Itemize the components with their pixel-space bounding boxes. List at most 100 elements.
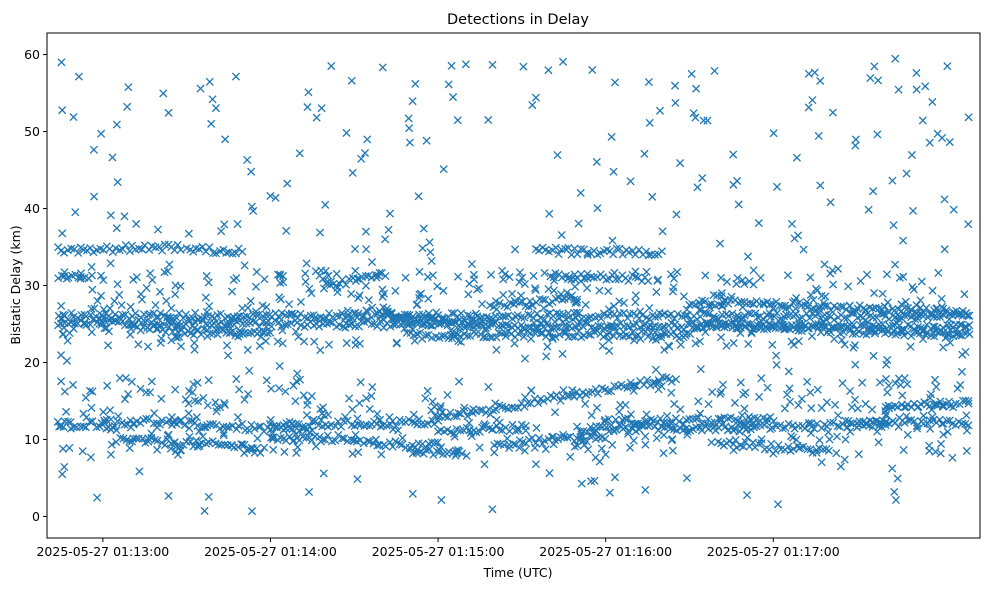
scatter-point [799,245,808,254]
scatter-point [391,314,400,323]
scatter-point [705,303,714,312]
scatter-point [120,395,129,404]
scatter-point [596,249,605,258]
scatter-point [670,399,679,409]
scatter-point [707,438,716,447]
scatter-point [701,271,710,280]
scatter-point [203,332,212,341]
scatter-point [675,417,684,426]
scatter-point [160,441,170,450]
scatter-point [729,180,738,189]
scatter-point [176,342,186,351]
scatter-point [964,220,973,229]
scatter-point [873,130,882,139]
scatter-point [405,124,414,133]
scatter-point [577,270,586,279]
scatter-point [686,329,695,339]
scatter-point [621,414,630,423]
scatter-point [157,416,167,425]
scatter-point [573,441,582,450]
scatter-point [591,385,600,394]
scatter-point [874,438,883,447]
scatter-point [422,136,431,145]
scatter-point [137,245,147,254]
scatter-point [432,308,441,317]
scatter-point [193,442,202,451]
scatter-point [220,440,229,449]
scatter-point [808,96,817,105]
scatter-point [478,317,487,326]
scatter-point [890,260,900,269]
scatter-point [618,250,627,259]
scatter-point [89,145,98,154]
scatter-point [834,411,843,420]
scatter-point [676,340,685,349]
scatter-point [157,334,166,343]
scatter-point [912,424,922,433]
scatter-point [651,250,660,259]
scatter-point [370,309,379,319]
scatter-point [169,418,178,427]
scatter-point [120,212,129,221]
scatter-point [641,485,650,495]
scatter-point [601,450,610,459]
scatter-point [739,442,748,451]
scatter-point [467,316,476,325]
scatter-point [430,438,439,447]
scatter-point [74,248,83,257]
scatter-point [378,292,387,301]
scatter-point [156,309,165,318]
scatter-point [273,337,282,346]
scatter-point [962,426,972,435]
scatter-point [605,274,614,283]
scatter-point [309,415,318,424]
scatter-point [176,245,185,254]
scatter-point [604,336,613,345]
x-tick-label: 2025-05-27 01:14:00 [204,544,337,559]
scatter-point [702,318,711,328]
scatter-point [278,271,288,280]
scatter-point [893,474,902,483]
scatter-point [155,287,165,296]
scatter-point [663,411,672,421]
scatter-point [757,374,766,383]
scatter-point [893,402,902,412]
scatter-point [501,403,510,412]
scatter-point [778,424,787,433]
scatter-point [253,434,262,443]
scatter-point [683,430,692,439]
scatter-point [88,387,97,396]
scatter-point [935,309,944,319]
scatter-point [738,411,747,420]
scatter-point [492,333,501,342]
scatter-point [964,396,973,405]
scatter-point [639,321,648,330]
scatter-point [395,439,404,449]
scatter-point [783,271,792,280]
scatter-point [631,291,640,300]
scatter-point [479,333,488,342]
scatter-point [345,320,354,329]
scatter-point [803,324,812,333]
scatter-point [941,333,950,342]
scatter-point [430,411,440,420]
scatter-point [577,430,586,439]
scatter-point [964,421,973,430]
scatter-point [897,300,906,309]
scatter-point [459,322,468,331]
scatter-point [652,434,661,443]
scatter-point [882,360,891,369]
scatter-point [806,429,815,438]
scatter-point [720,296,730,305]
scatter-point [895,413,904,422]
scatter-point [866,73,875,83]
scatter-point [716,239,725,248]
scatter-point [530,284,540,293]
scatter-point [691,113,700,122]
scatter-point [255,341,264,350]
scatter-point [295,149,304,158]
scatter-point [743,433,752,442]
scatter-point [375,268,384,277]
scatter-point [311,267,320,276]
scatter-point [604,305,613,314]
